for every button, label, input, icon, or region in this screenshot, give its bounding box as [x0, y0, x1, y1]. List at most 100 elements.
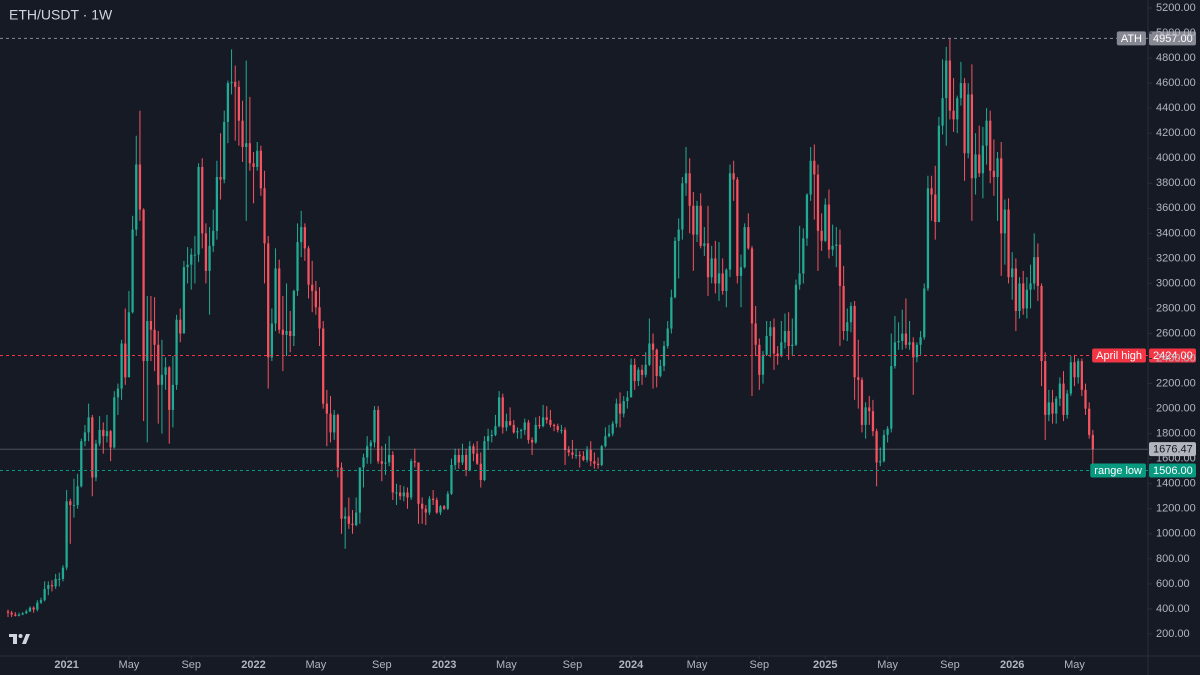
- candle-body: [1091, 434, 1094, 450]
- candle-body: [732, 173, 735, 180]
- x-tick-label: 2025: [813, 659, 837, 671]
- candle-body: [153, 329, 156, 345]
- candle-body: [985, 120, 988, 146]
- candle-body: [226, 83, 230, 122]
- candle-body: [395, 492, 398, 494]
- y-tick-label: 3000.00: [1156, 277, 1196, 289]
- candle-body: [406, 492, 409, 498]
- y-tick-label: 2800.00: [1156, 302, 1196, 314]
- candle-body: [461, 454, 464, 463]
- candle-body: [567, 449, 570, 453]
- level-value-box: [1149, 31, 1196, 46]
- candle-body: [501, 397, 504, 428]
- level-value-box: [1149, 463, 1196, 478]
- candle-body: [380, 461, 383, 464]
- candle-body: [919, 337, 922, 345]
- candle-body: [952, 110, 955, 120]
- candle-body: [6, 611, 10, 613]
- candle-body: [725, 269, 728, 291]
- y-tick-label: 1400.00: [1156, 478, 1196, 490]
- candle-body: [285, 331, 288, 335]
- candle-body: [146, 320, 149, 362]
- candle-body: [747, 227, 750, 249]
- candle-body: [1080, 361, 1083, 390]
- candle-body: [377, 409, 380, 462]
- last-price-label: 1676.47: [1153, 444, 1193, 456]
- candle-body: [47, 585, 50, 589]
- candle-body: [912, 342, 915, 358]
- candle-body: [384, 462, 387, 464]
- candle-body: [1018, 283, 1021, 311]
- candle-body: [527, 422, 530, 440]
- y-tick-label: 600.00: [1156, 578, 1190, 590]
- candle-body: [934, 194, 937, 223]
- candle-body: [175, 319, 178, 385]
- candle-body: [549, 419, 552, 425]
- candle-body: [1047, 402, 1050, 415]
- candle-body: [930, 188, 933, 195]
- candle-body: [1069, 362, 1072, 394]
- candle-body: [534, 424, 537, 443]
- candle-body: [838, 244, 842, 286]
- level-value-box: [1149, 348, 1196, 363]
- candle-body: [468, 446, 471, 470]
- candle-body: [102, 429, 105, 437]
- candle-body: [923, 288, 926, 338]
- level-name-label: range low: [1094, 465, 1142, 477]
- y-tick-label: 3400.00: [1156, 227, 1196, 239]
- level-name-box: [1116, 31, 1146, 46]
- candle-body: [311, 284, 314, 291]
- candle-body: [116, 388, 120, 398]
- candle-body: [25, 611, 28, 614]
- level-value-label: 2424.00: [1153, 350, 1193, 362]
- candle-body: [109, 431, 112, 448]
- candle-body: [802, 238, 805, 274]
- candle-body: [72, 505, 76, 507]
- candle-body: [809, 160, 812, 195]
- y-tick-label: 4200.00: [1156, 127, 1196, 139]
- candle-body: [388, 454, 391, 463]
- candle-body: [322, 328, 325, 404]
- candle-body: [373, 409, 376, 443]
- candle-body: [464, 454, 468, 470]
- candle-body: [1044, 361, 1047, 415]
- candle-body: [714, 258, 717, 284]
- candle-body: [978, 154, 981, 174]
- x-tick-label: May: [1064, 659, 1085, 671]
- candle-body: [659, 366, 662, 377]
- candle-body: [14, 614, 17, 616]
- candle-body: [523, 422, 526, 430]
- candle-body: [974, 154, 977, 179]
- candle-body: [453, 454, 457, 465]
- candle-body: [274, 268, 277, 324]
- candle-body: [270, 323, 274, 358]
- candle-body: [871, 411, 875, 432]
- candle-body: [666, 328, 669, 347]
- candle-body: [673, 240, 677, 298]
- candle-body: [849, 305, 853, 323]
- candle-body: [234, 81, 237, 87]
- candle-body: [1007, 209, 1010, 278]
- candle-body: [600, 446, 603, 465]
- candle-body: [615, 403, 618, 424]
- candle-body: [230, 81, 233, 84]
- candle-body: [853, 305, 856, 378]
- candle-body: [131, 229, 134, 313]
- candle-body: [791, 344, 794, 347]
- candle-body: [626, 397, 629, 402]
- x-tick-label: 2023: [432, 659, 456, 671]
- y-tick-label: 4000.00: [1156, 152, 1196, 164]
- x-tick-label: 2026: [1000, 659, 1024, 671]
- candle-body: [219, 177, 222, 180]
- candle-body: [798, 273, 801, 285]
- candle-body: [703, 243, 706, 246]
- candle-body: [967, 94, 970, 154]
- candle-body: [215, 177, 219, 231]
- candle-body: [948, 60, 952, 111]
- candle-body: [457, 454, 460, 463]
- candle-body: [648, 343, 651, 365]
- candle-body: [127, 312, 131, 378]
- candle-body: [516, 431, 519, 433]
- candle-body: [1022, 283, 1025, 309]
- candle-body: [197, 167, 200, 255]
